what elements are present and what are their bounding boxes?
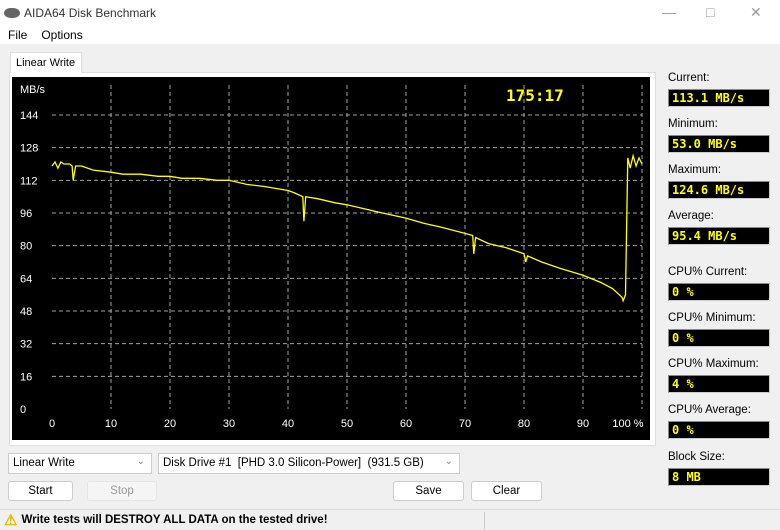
menu-options[interactable]: Options [41,28,83,42]
x-tick-label: 40 [282,418,294,430]
stat-value: 53.0 MB/s [668,135,770,153]
stat-value: 124.6 MB/s [668,181,770,199]
elapsed-timer: 175:17 [506,86,564,105]
stat-label: Average: [668,210,714,222]
x-tick-label: 80 [518,418,530,430]
stat-label: CPU% Minimum: [668,312,756,324]
x-tick-label: 30 [223,418,235,430]
benchmark-chart: 0 16 32 48 64 80 96 112 128 144 0 10 20 30 40 50 60 70 80 9… [12,77,650,440]
title-bar: AIDA64 Disk Benchmark — □ ✕ [0,0,780,26]
x-tick-label: 20 [164,418,176,430]
disk-icon [4,8,20,18]
x-tick-label: 0 [49,418,55,430]
y-tick-label: 112 [20,175,38,187]
drive-select-value: Disk Drive #1 [PHD 3.0 Silicon-Power] (9… [163,457,424,469]
menu-file[interactable]: File [8,28,28,42]
window-title: AIDA64 Disk Benchmark [24,6,157,20]
save-button[interactable]: Save [393,481,464,501]
x-tick-label: 10 [105,418,117,430]
minimize-icon[interactable]: — [662,4,676,20]
chart-svg: 0 16 32 48 64 80 96 112 128 144 0 10 20 30 40 50 60 70 80 9… [20,84,644,430]
stat-label: CPU% Current: [668,266,748,278]
status-separator [484,512,485,529]
x-tick-label: 60 [400,418,412,430]
stat-label: Block Size: [668,451,725,463]
y-tick-label: 0 [20,404,26,416]
stat-label: Minimum: [668,118,718,130]
y-tick-label: 64 [20,273,32,285]
close-icon[interactable]: ✕ [750,4,762,20]
x-tick-label: 100 % [612,418,643,430]
x-tick-label: 70 [459,418,471,430]
y-tick-label: 144 [20,110,38,122]
stat-value: 0 % [668,283,770,301]
stat-value: 4 % [668,375,770,393]
write-speed-line [51,153,643,303]
tab-linear-write[interactable]: Linear Write [10,52,82,73]
status-bar: ⚠ Write tests will DESTROY ALL DATA on t… [0,509,780,530]
y-axis-label: MB/s [20,84,46,96]
drive-select[interactable]: Disk Drive #1 [PHD 3.0 Silicon-Power] (9… [158,453,460,474]
stat-label: Maximum: [668,164,722,176]
y-tick-label: 128 [20,143,38,155]
clear-button[interactable]: Clear [471,481,542,501]
stat-value: 113.1 MB/s [668,89,770,107]
stat-label: CPU% Maximum: [668,358,759,370]
stat-value: 8 MB [668,468,770,486]
stat-label: Current: [668,72,710,84]
x-tick-label: 90 [577,418,589,430]
y-tick-label: 32 [20,339,32,351]
stop-button[interactable]: Stop [87,481,157,501]
y-tick-label: 48 [20,306,32,318]
maximize-icon[interactable]: □ [706,4,715,20]
stat-value: 95.4 MB/s [668,227,770,245]
chevron-down-icon: ⌄ [136,456,145,467]
chevron-down-icon: ⌄ [444,456,453,467]
y-tick-label: 80 [20,241,32,253]
x-tick-label: 50 [341,418,353,430]
warning-icon: ⚠ [4,512,18,529]
y-tick-label: 16 [20,371,32,383]
stat-value: 0 % [668,329,770,347]
menu-bar: File Options [0,26,780,44]
y-tick-label: 96 [20,208,32,220]
test-select[interactable]: Linear Write ⌄ [8,453,152,474]
start-button[interactable]: Start [8,481,73,501]
stat-label: CPU% Average: [668,404,751,416]
test-select-value: Linear Write [13,457,75,469]
stat-value: 0 % [668,421,770,439]
warning-text: Write tests will DESTROY ALL DATA on the… [21,514,328,526]
